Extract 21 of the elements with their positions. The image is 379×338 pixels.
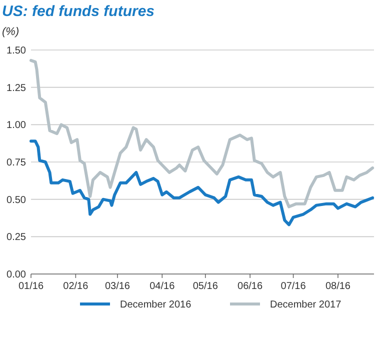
x-tick-label: 02/16 <box>63 281 89 292</box>
x-tick-label: 04/16 <box>150 281 176 292</box>
y-tick-label: 1.25 <box>6 82 26 94</box>
x-tick-label: 07/16 <box>280 281 306 292</box>
x-tick-label: 06/16 <box>238 281 264 292</box>
line-series <box>30 58 374 208</box>
y-tick-label: 0.75 <box>6 158 26 168</box>
y-tick-label: 0.50 <box>6 194 26 206</box>
line-series <box>30 140 374 226</box>
y-axis-title: (%) <box>2 26 20 38</box>
y-tick-label: 1.50 <box>6 46 26 56</box>
y-tick-label: 1.00 <box>6 120 26 132</box>
x-tick-label: 05/16 <box>192 281 218 292</box>
y-tick-label: 0.00 <box>6 270 26 280</box>
chart-title: US: fed funds futures <box>2 3 154 20</box>
legend-label: December 2017 <box>270 300 342 310</box>
x-tick-label: 01/16 <box>18 281 44 292</box>
x-tick-label: 08/16 <box>325 281 351 292</box>
y-tick-label: 0.25 <box>6 232 26 244</box>
legend-label: December 2016 <box>120 300 192 310</box>
x-tick-label: 03/16 <box>104 281 130 292</box>
